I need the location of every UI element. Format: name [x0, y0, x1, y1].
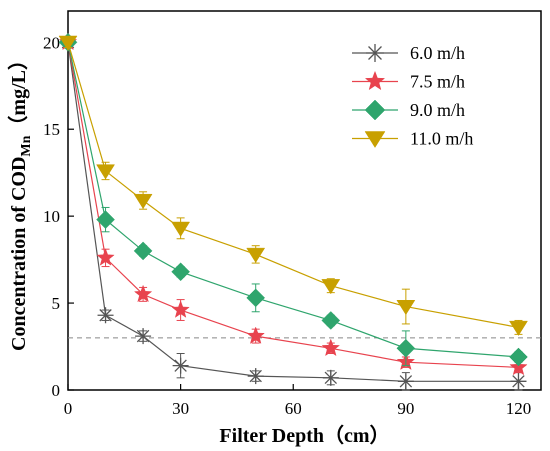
marker-stroke	[512, 375, 525, 388]
legend-label: 6.0 m/h	[410, 43, 465, 63]
data-point-diamond	[96, 210, 115, 229]
data-point-diamond	[171, 262, 190, 282]
plot-frame	[67, 10, 542, 391]
data-point-asterisk	[397, 373, 414, 390]
legend-item: 9.0 m/h	[352, 99, 465, 121]
legend-label: 11.0 m/h	[410, 129, 473, 149]
data-point-triangle	[171, 221, 191, 237]
series-7-5-m-h	[58, 32, 528, 376]
data-point-asterisk	[135, 328, 152, 345]
series-9-0-m-h	[58, 32, 528, 367]
y-axis-title-main: Concentration of COD	[8, 157, 30, 351]
series-line	[67, 42, 519, 358]
data-point-star	[171, 300, 190, 318]
y-tick-label: 15	[43, 120, 60, 139]
data-point-diamond	[321, 311, 341, 330]
data-point-star	[321, 338, 341, 357]
marker-stroke	[399, 375, 413, 388]
data-point-triangle	[509, 320, 528, 336]
data-point-asterisk	[366, 44, 384, 62]
data-point-triangle	[58, 35, 78, 51]
marker-stroke	[174, 359, 187, 372]
series-group	[58, 32, 528, 391]
legend-item: 11.0 m/h	[352, 129, 473, 149]
data-point-triangle	[96, 164, 115, 180]
x-tick-label: 120	[506, 399, 532, 418]
marker-stroke	[136, 329, 150, 343]
x-axis-title: Filter Depth（cm）	[219, 424, 389, 447]
series-line	[67, 42, 519, 368]
data-point-asterisk	[510, 373, 527, 390]
y-axis-title: Concentration of CODMn（mg/L）	[7, 50, 34, 351]
marker-stroke	[368, 46, 382, 60]
y-tick-label: 0	[52, 381, 61, 400]
data-point-triangle	[396, 300, 416, 316]
data-point-asterisk	[247, 368, 264, 385]
y-tick-label: 20	[43, 33, 60, 52]
data-point-diamond	[364, 99, 386, 121]
data-point-triangle	[364, 131, 386, 148]
y-tick-label: 5	[52, 294, 61, 313]
series-11-0-m-h	[58, 35, 528, 336]
data-point-star	[509, 357, 528, 376]
data-point-asterisk	[322, 369, 339, 386]
y-axis-title-unit: （mg/L）	[7, 50, 30, 136]
data-point-diamond	[396, 338, 416, 358]
data-point-star	[364, 70, 386, 91]
legend-label: 9.0 m/h	[410, 100, 465, 120]
marker-stroke	[249, 369, 262, 383]
marker-stroke	[99, 309, 112, 322]
marker-stroke	[324, 371, 337, 385]
data-point-asterisk	[97, 307, 114, 324]
legend-item: 6.0 m/h	[352, 43, 465, 63]
axis-titles: Filter Depth（cm） Concentration of CODMn（…	[7, 50, 390, 447]
data-point-asterisk	[172, 357, 189, 374]
series-line	[67, 42, 519, 328]
x-tick-label: 0	[64, 399, 73, 418]
data-point-triangle	[246, 247, 266, 263]
data-point-star	[133, 284, 153, 303]
y-tick-label: 10	[43, 207, 60, 226]
x-tick-label: 60	[285, 399, 302, 418]
x-tick-label: 90	[397, 399, 414, 418]
data-point-diamond	[509, 347, 528, 367]
legend: 6.0 m/h 7.5 m/h 9.0 m/h 11.0 m/h	[352, 43, 473, 149]
data-point-star	[96, 248, 115, 266]
data-point-star	[246, 326, 265, 344]
y-axis-title-subscript: Mn	[19, 135, 34, 156]
data-point-triangle	[321, 279, 341, 295]
data-point-triangle	[133, 193, 153, 210]
x-tick-label: 30	[172, 399, 189, 418]
legend-item: 7.5 m/h	[352, 70, 465, 92]
axes: 0 30 60 90 120 0 5 10 15 20	[43, 10, 542, 418]
series-line	[67, 42, 519, 382]
legend-label: 7.5 m/h	[410, 72, 465, 92]
data-point-diamond	[133, 241, 153, 261]
data-point-diamond	[246, 288, 266, 308]
series-6-0-m-h	[60, 34, 527, 391]
